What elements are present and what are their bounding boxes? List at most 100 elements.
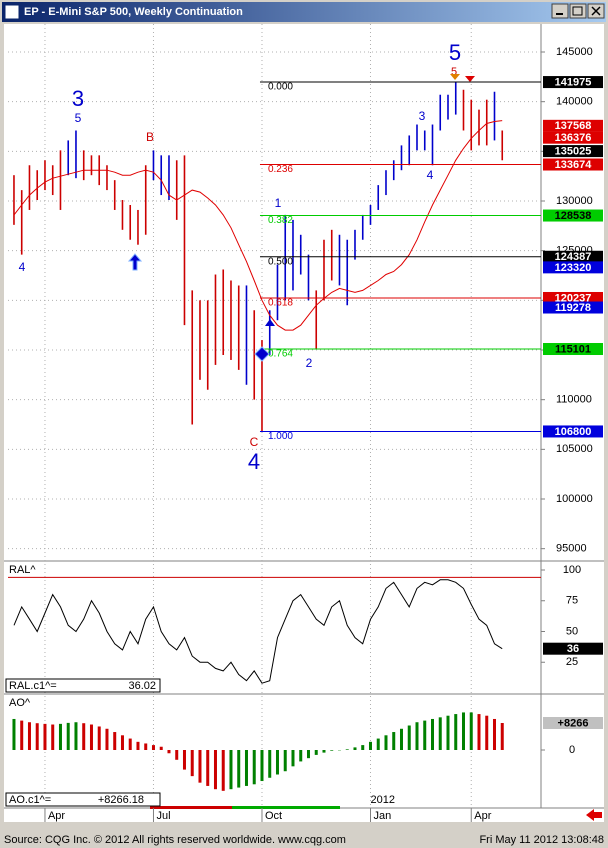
fib-label: 1.000 xyxy=(268,431,293,442)
y-tick-label: 130000 xyxy=(556,195,593,207)
y-tick-label: 0 xyxy=(569,744,575,756)
signal-diamond xyxy=(254,346,270,362)
price-tag xyxy=(543,301,603,314)
y-tick-label: 95000 xyxy=(556,543,587,555)
session-strip xyxy=(150,806,232,809)
histogram-bar xyxy=(275,750,279,775)
y-tick-label: 25 xyxy=(566,656,578,668)
histogram-bar xyxy=(399,728,403,751)
histogram-bar xyxy=(384,735,388,751)
plot: AprJulOctJanApr9500010000010500011000011… xyxy=(5,24,603,822)
wave-label: 3 xyxy=(72,86,84,111)
minimize-button[interactable] xyxy=(551,3,569,19)
wave-label: B xyxy=(146,130,154,144)
chart-area xyxy=(4,24,604,822)
histogram-bar xyxy=(314,750,318,755)
price-tag xyxy=(543,158,603,171)
fib-label: 0.764 xyxy=(268,349,293,360)
histogram-bar xyxy=(144,743,148,751)
y-tick-label: 110000 xyxy=(556,394,592,406)
histogram-bar xyxy=(306,750,310,759)
moving-average xyxy=(13,120,503,331)
histogram-bar xyxy=(423,720,427,751)
readout-name: RAL.c1^= xyxy=(9,680,57,692)
panel-title: AO^ xyxy=(9,697,31,709)
wave-label: 4 xyxy=(248,449,260,474)
y-tick-label: 75 xyxy=(566,595,578,607)
y-tick-label: 105000 xyxy=(556,443,593,455)
indicator-line xyxy=(13,579,503,684)
y-tick-label: 100000 xyxy=(556,493,593,505)
readout-value: +8266.18 xyxy=(98,794,144,806)
histogram-bar xyxy=(392,732,396,751)
price-tag-label: 137568 xyxy=(555,120,592,132)
year-label: 2012 xyxy=(370,794,394,806)
x-tick-label: Apr xyxy=(48,810,65,822)
price-tag-label: 119278 xyxy=(555,302,591,314)
histogram-bar xyxy=(27,722,31,751)
histogram-bar xyxy=(415,722,419,751)
histogram-bar xyxy=(175,750,179,760)
price-tag-label: 123320 xyxy=(555,262,592,274)
price-tag xyxy=(543,425,603,438)
price-tag-label: +8266 xyxy=(558,717,589,729)
histogram-bar xyxy=(430,718,434,751)
wave-label: 1 xyxy=(275,196,282,210)
price-tag xyxy=(543,642,603,655)
maximize-button[interactable] xyxy=(569,3,587,19)
wave-label: 5 xyxy=(449,40,461,65)
price-tag xyxy=(543,145,603,158)
histogram-bar xyxy=(229,750,233,790)
histogram-bar xyxy=(237,750,241,788)
histogram-bar xyxy=(492,718,496,751)
wave-label: 5 xyxy=(75,111,82,125)
fib-label: 0.618 xyxy=(268,298,293,309)
window-buttons[interactable] xyxy=(551,3,605,19)
price-tag xyxy=(543,291,603,304)
histogram-bar xyxy=(477,714,481,751)
histogram-bar xyxy=(322,750,326,753)
histogram-bar xyxy=(190,750,194,777)
histogram-bar xyxy=(283,750,287,772)
y-tick-label: 145000 xyxy=(556,46,593,58)
price-tag xyxy=(543,261,603,274)
histogram-bar xyxy=(407,725,411,751)
x-tick-label: Oct xyxy=(265,810,282,822)
price-tag xyxy=(543,209,603,222)
histogram-bar xyxy=(151,745,155,751)
histogram-bar xyxy=(221,750,225,791)
price-tag xyxy=(543,131,603,144)
histogram-bar xyxy=(500,722,504,751)
price-tag-label: 133674 xyxy=(555,159,593,171)
readout-box xyxy=(5,792,161,807)
histogram-bar xyxy=(182,750,186,770)
maximize-glyph xyxy=(572,6,583,16)
histogram-bar xyxy=(454,714,458,751)
footer-time: Fri May 11 2012 13:08:48 xyxy=(479,834,604,846)
histogram-bar xyxy=(43,723,47,751)
histogram-bar xyxy=(268,750,272,778)
histogram-bar xyxy=(252,750,256,785)
histogram-bar xyxy=(74,722,78,751)
window-icon xyxy=(4,4,20,20)
price-tag xyxy=(543,716,603,729)
histogram-bar xyxy=(260,750,264,782)
x-tick-label: Jul xyxy=(156,810,170,822)
signal-icons xyxy=(127,74,475,362)
price-tag-label: 115101 xyxy=(555,343,591,355)
title-bar xyxy=(2,2,606,22)
histogram-bar xyxy=(97,726,101,751)
fib-label: 0.000 xyxy=(268,82,293,93)
histogram-bar xyxy=(345,749,349,751)
footer xyxy=(0,828,608,848)
histogram-bar xyxy=(82,723,86,751)
histogram-bar xyxy=(485,715,489,751)
histogram-bar xyxy=(368,741,372,751)
histogram-bar xyxy=(159,746,163,751)
histogram-bar xyxy=(66,722,70,751)
histogram-bar xyxy=(12,718,16,751)
histogram-bar xyxy=(120,735,124,751)
histogram-bar xyxy=(128,738,132,751)
histogram-bar xyxy=(446,715,450,751)
scroll-arrow[interactable] xyxy=(586,809,602,821)
